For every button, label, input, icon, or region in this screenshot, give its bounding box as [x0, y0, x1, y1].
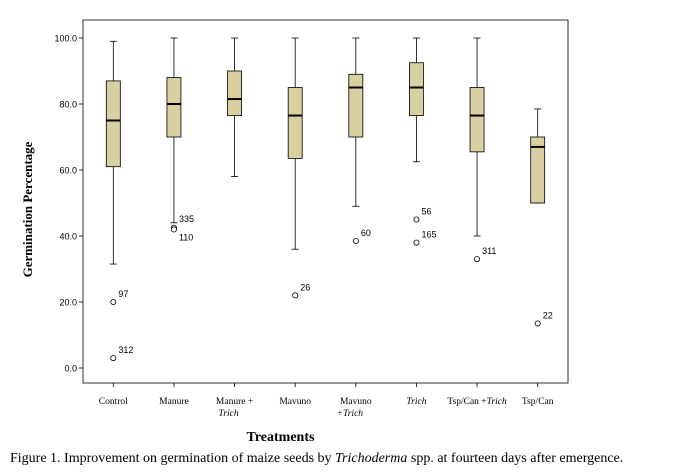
outlier-label: 97	[118, 289, 128, 299]
outlier-point	[534, 320, 541, 327]
boxplot-chart: 0.0 20.0 40.0 60.0 80.0 100.0 Germination Perc…	[20, 19, 569, 445]
caption-italic: Trichoderma	[335, 451, 408, 466]
box	[469, 87, 485, 153]
figure-caption: Figure 1. Improvement on germination of …	[10, 451, 680, 467]
x-category-label: Manure	[159, 397, 189, 407]
outlier-label: 312	[118, 345, 133, 355]
x-category-label: Mavuno	[279, 397, 311, 407]
x-category-label: Control	[99, 397, 128, 407]
y-axis-label: Germination Percentage	[20, 141, 35, 277]
x-category-label: Mavuno	[340, 397, 372, 407]
box	[287, 87, 303, 159]
caption-prefix: Figure 1. Improvement on germination of …	[10, 451, 336, 466]
box	[348, 73, 364, 138]
outlier-point	[170, 226, 177, 233]
caption-suffix: spp. at fourteen days after emergence.	[407, 451, 624, 466]
x-category-label-part: Trich	[487, 397, 507, 407]
y-tick-label: 100.0	[54, 34, 77, 44]
outlier-point	[292, 292, 299, 299]
outlier-label: 60	[361, 228, 371, 238]
outlier-point	[352, 237, 359, 244]
x-category-label: Manure +	[216, 397, 253, 407]
plot-frame	[82, 19, 569, 384]
outlier-point	[110, 298, 117, 305]
x-category-label-line2: +Trich	[337, 409, 364, 419]
x-category-label-part: Tsp/Can +	[447, 397, 486, 407]
chart-area: 0.0 20.0 40.0 60.0 80.0 100.0 Germination Perc…	[20, 19, 569, 445]
x-category-label-line2: Trich	[219, 409, 239, 419]
outlier-point	[413, 216, 420, 223]
outlier-point	[413, 239, 420, 246]
box	[409, 62, 424, 116]
x-category-label: Tsp/Can +Trich	[447, 397, 507, 407]
y-tick-label: 0.0	[64, 364, 77, 374]
box	[227, 70, 242, 116]
outlier-point	[474, 256, 481, 263]
y-tick-label: 20.0	[59, 298, 77, 308]
outlier-label: 335	[179, 214, 194, 224]
outlier-point	[110, 355, 117, 362]
outlier-label: 22	[543, 310, 553, 320]
box	[166, 77, 182, 138]
y-tick-label: 80.0	[59, 100, 77, 110]
outlier-label: 110	[179, 232, 193, 242]
outlier-label: 311	[482, 246, 496, 256]
x-axis-label: Treatments	[247, 430, 315, 445]
outlier-label: 56	[421, 207, 431, 217]
outlier-label: 165	[421, 230, 436, 240]
box	[105, 80, 121, 168]
x-category-label: Tsp/Can	[522, 397, 554, 407]
y-tick-label: 40.0	[59, 232, 77, 242]
box	[530, 136, 546, 204]
x-category-label: Trich	[406, 397, 426, 407]
outlier-label: 26	[300, 282, 310, 292]
y-tick-label: 60.0	[59, 166, 77, 176]
